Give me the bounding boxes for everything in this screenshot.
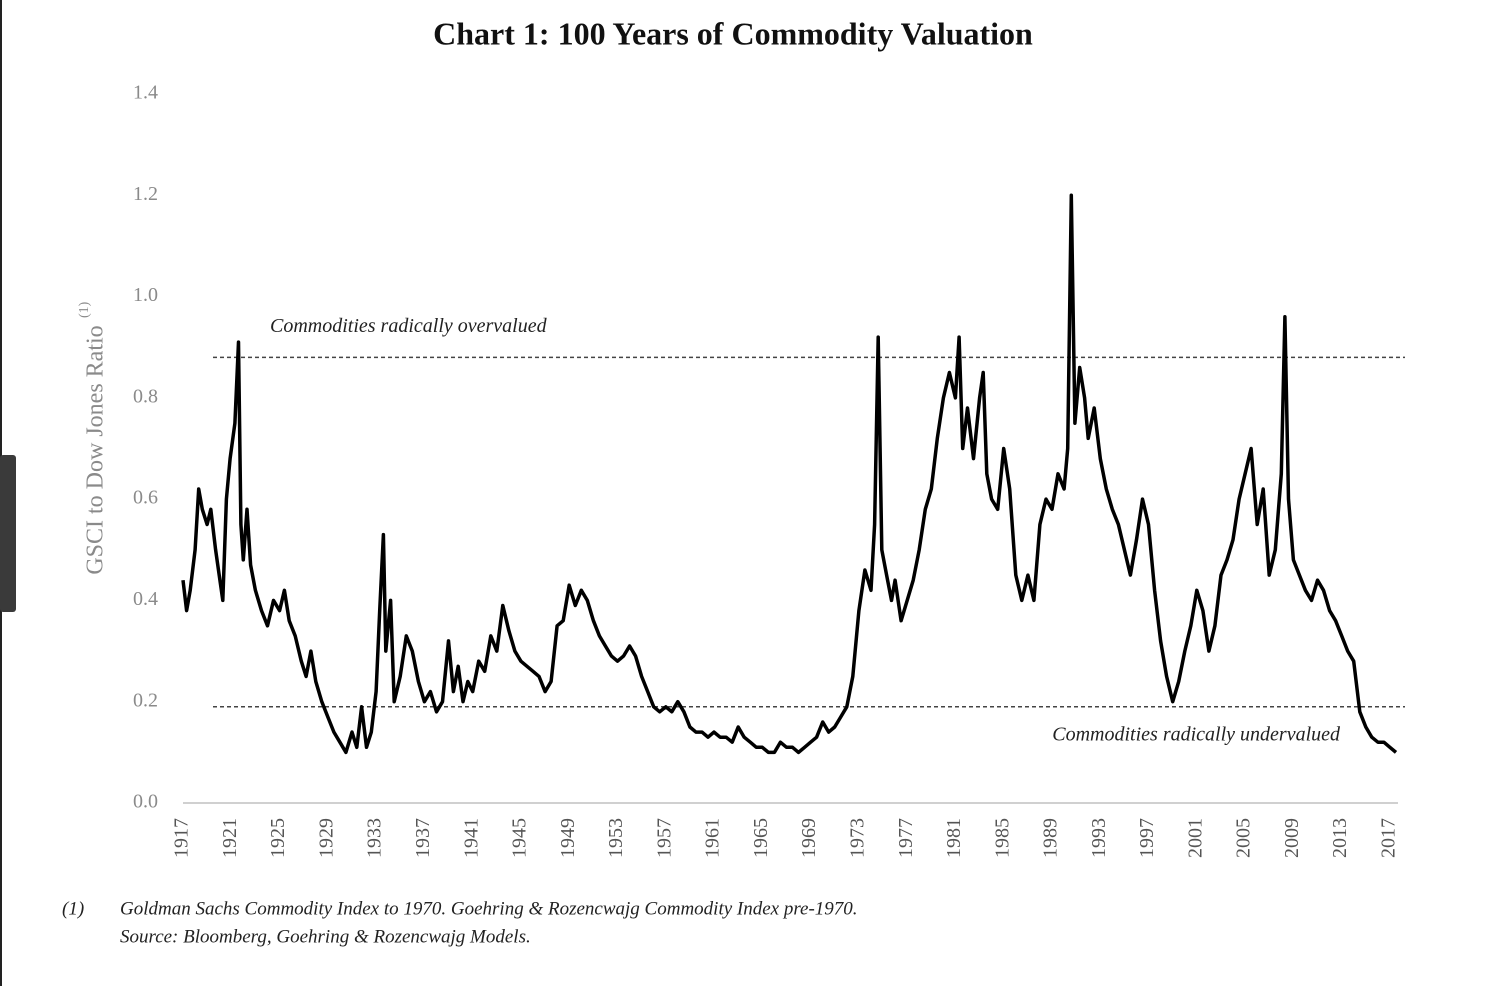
x-tick-label: 1949 bbox=[557, 818, 579, 858]
x-tick-label: 2017 bbox=[1378, 818, 1400, 858]
note-marker: (1) bbox=[62, 898, 84, 919]
y-tick-label: 1.2 bbox=[133, 183, 158, 205]
x-tick-label: 1957 bbox=[653, 818, 675, 858]
x-tick-label: 1981 bbox=[943, 818, 965, 858]
side-tab[interactable] bbox=[0, 455, 16, 612]
x-tick-label: 2001 bbox=[1184, 818, 1206, 858]
reference-label: Commodities radically undervalued bbox=[1052, 723, 1341, 745]
x-tick-label: 1933 bbox=[364, 818, 386, 858]
x-tick-label: 1917 bbox=[171, 818, 193, 858]
note: Goldman Sachs Commodity Index to 1970. G… bbox=[120, 898, 858, 919]
x-tick-label: 1973 bbox=[846, 818, 868, 858]
y-tick-label: 0.4 bbox=[133, 588, 158, 610]
data-line bbox=[181, 193, 1398, 755]
x-tick-label: 1969 bbox=[798, 818, 820, 858]
x-tick-label: 1945 bbox=[509, 818, 531, 858]
y-tick-label: 0.0 bbox=[133, 791, 158, 813]
note: Source: Bloomberg, Goehring & Rozencwajg… bbox=[120, 926, 531, 947]
x-tick-label: 2009 bbox=[1281, 818, 1303, 858]
x-tick-label: 1989 bbox=[1040, 818, 1062, 858]
x-tick-label: 1941 bbox=[460, 818, 482, 858]
x-tick-label: 1921 bbox=[219, 818, 241, 858]
x-tick-label: 1937 bbox=[412, 818, 434, 858]
x-tick-label: 2005 bbox=[1233, 818, 1255, 858]
y-tick-label: 0.6 bbox=[133, 487, 158, 509]
x-tick-label: 1993 bbox=[1088, 818, 1110, 858]
x-tick-label: 1925 bbox=[267, 818, 289, 858]
y-axis-label: GSCI to Dow Jones Ratio bbox=[83, 325, 109, 574]
x-tick-label: 2013 bbox=[1329, 818, 1351, 858]
y-tick-label: 1.4 bbox=[133, 82, 158, 104]
x-tick-label: 1953 bbox=[605, 818, 627, 858]
reference-label: Commodities radically overvalued bbox=[270, 315, 548, 337]
y-tick-label: 0.2 bbox=[133, 689, 158, 711]
x-tick-label: 1965 bbox=[750, 818, 772, 858]
chart-title: Chart 1: 100 Years of Commodity Valuatio… bbox=[433, 15, 1033, 51]
x-tick-label: 1977 bbox=[895, 818, 917, 858]
x-tick-label: 1997 bbox=[1136, 818, 1158, 858]
y-tick-label: 0.8 bbox=[133, 385, 158, 407]
x-tick-label: 1985 bbox=[991, 818, 1013, 858]
x-tick-label: 1929 bbox=[315, 818, 337, 858]
x-tick-label: 1961 bbox=[702, 818, 724, 858]
y-tick-label: 1.0 bbox=[133, 284, 158, 306]
y-axis-label-superscript: (1) bbox=[77, 301, 92, 318]
